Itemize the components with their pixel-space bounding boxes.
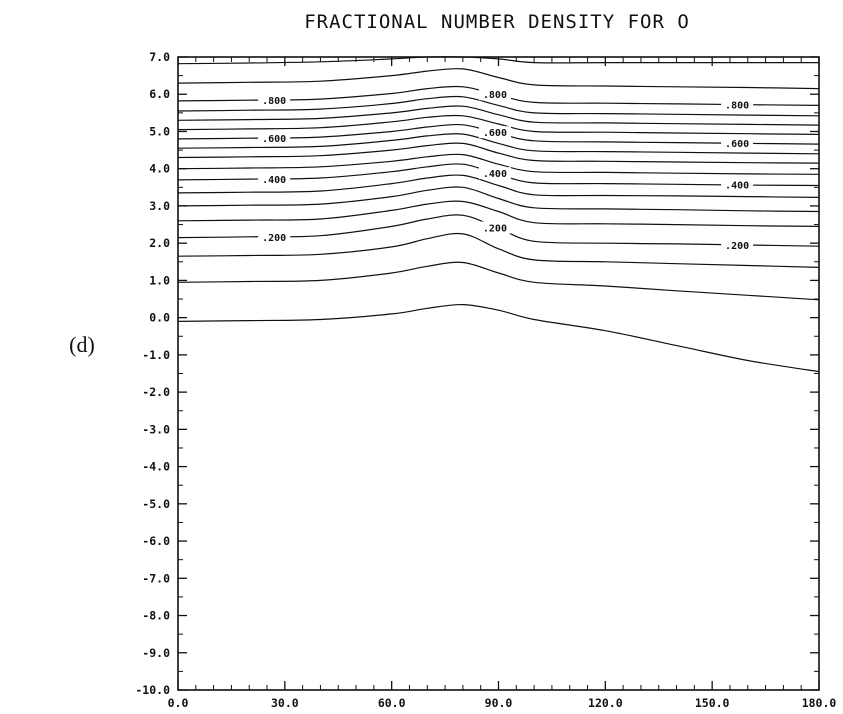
contour-label-gap — [258, 93, 291, 106]
y-tick-label: 2.0 — [149, 236, 170, 250]
y-tick-label: 4.0 — [149, 162, 170, 176]
contour-label: .400 — [483, 169, 507, 180]
y-tick-label: 7.0 — [149, 50, 170, 64]
x-tick-label: 90.0 — [485, 696, 513, 710]
contour-line — [177, 56, 819, 65]
contour-label: .400 — [262, 175, 286, 186]
contour-label: .200 — [725, 241, 749, 252]
contour-label-gap — [258, 173, 291, 186]
y-tick-label: 3.0 — [149, 199, 170, 213]
y-tick-label: -8.0 — [142, 609, 170, 623]
contour-line — [177, 153, 820, 175]
contour-line — [177, 232, 820, 268]
x-tick-label: 120.0 — [588, 696, 623, 710]
contour-label-gap — [721, 98, 754, 111]
y-axis: 7.0 6.0 5.0 4.0 3.0 2.0 1.0 0.0 -1.0 -2.0 -3.0 -4.0… — [135, 50, 819, 697]
plot-frame — [177, 56, 820, 691]
contour-label-gap — [478, 88, 511, 101]
x-tick-label: 60.0 — [378, 696, 406, 710]
x-tick-label: 0.0 — [168, 696, 189, 710]
contour-line — [177, 105, 820, 126]
chart-title: FRACTIONAL NUMBER DENSITY FOR O — [304, 11, 690, 33]
y-tick-label: -9.0 — [142, 646, 170, 660]
contour-label: .800 — [483, 90, 507, 101]
contour-label: .200 — [483, 224, 507, 235]
contour-label-gap — [478, 126, 511, 139]
contour-line — [177, 200, 820, 227]
contour-line — [177, 142, 820, 164]
contour-line — [177, 261, 820, 301]
contour-line — [177, 114, 820, 135]
y-tick-label: 0.0 — [149, 311, 170, 325]
y-tick-label: -3.0 — [142, 422, 170, 436]
contour-lines — [177, 56, 820, 373]
panel-label: (d) — [69, 332, 95, 357]
y-tick-label: 1.0 — [149, 273, 170, 287]
contour-label-gap — [258, 230, 291, 243]
contour-line — [177, 303, 820, 373]
y-tick-label: -2.0 — [142, 385, 170, 399]
contour-label: .400 — [725, 181, 749, 192]
contour-label: .200 — [262, 233, 286, 244]
x-tick-label: 150.0 — [695, 696, 730, 710]
y-tick-label: -6.0 — [142, 534, 170, 548]
y-tick-label: 6.0 — [149, 87, 170, 101]
contour-label-gap — [478, 167, 511, 180]
contour-label-gap — [721, 178, 754, 191]
contour-label-gap — [478, 221, 511, 234]
contour-label: .600 — [725, 139, 749, 150]
contour-label: .800 — [262, 96, 286, 107]
contour-line — [177, 68, 820, 90]
contour-label: .800 — [725, 100, 749, 111]
x-tick-label: 180.0 — [802, 696, 837, 710]
contour-label-gap — [721, 137, 754, 150]
contour-line — [177, 133, 820, 155]
y-tick-label: -4.0 — [142, 460, 170, 474]
y-tick-label: -10.0 — [135, 683, 170, 697]
x-tick-label: 30.0 — [271, 696, 299, 710]
contour-line — [177, 95, 820, 117]
y-tick-label: 5.0 — [149, 124, 170, 138]
y-tick-label: -1.0 — [142, 348, 170, 362]
x-axis: 0.0 30.0 60.0 90.0 120.0 150.0 180.0 — [168, 57, 837, 710]
contour-label: .600 — [483, 128, 507, 139]
contour-label-gap — [721, 239, 754, 252]
contour-line — [177, 186, 820, 213]
contour-label: .600 — [262, 134, 286, 145]
contour-labels: .800 .600 .400 .200 .800 .600 .400 .200 .800 .600… — [258, 88, 754, 252]
y-tick-label: -7.0 — [142, 571, 170, 585]
contour-line — [177, 174, 820, 198]
y-tick-label: -5.0 — [142, 497, 170, 511]
contour-label-gap — [258, 132, 291, 145]
plot-border — [177, 56, 820, 691]
